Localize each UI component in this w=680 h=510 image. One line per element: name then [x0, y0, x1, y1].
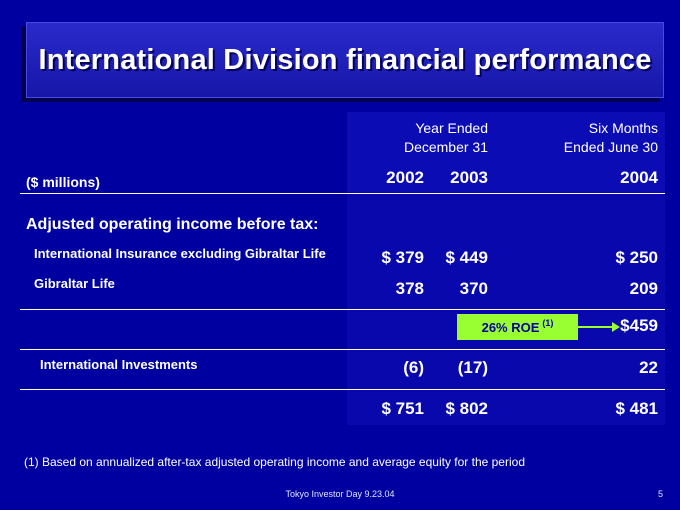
page-title: International Division financial perform…	[38, 43, 652, 76]
section-label: Adjusted operating income before tax:	[26, 216, 319, 233]
intl-investments-2004: 22	[639, 358, 658, 377]
intl-insurance-2004: $ 250	[615, 248, 658, 267]
year-2004: 2004	[620, 168, 658, 187]
gibraltar-2002: 378	[395, 279, 424, 298]
footnote: (1) Based on annualized after-tax adjust…	[24, 455, 525, 469]
roe-text: 26% ROE	[481, 319, 540, 335]
intl-insurance-2003: $ 449	[445, 248, 488, 267]
gibraltar-2003: 370	[459, 279, 488, 298]
year-2002: 2002	[386, 168, 424, 187]
roe-arrow	[578, 326, 616, 328]
year-ended-header-2: December 31	[403, 139, 488, 155]
total-2003: $ 802	[445, 399, 488, 418]
intl-insurance-label: International Insurance excluding Gibral…	[34, 246, 326, 261]
total-2004: $ 481	[615, 399, 658, 418]
intl-insurance-2002: $ 379	[381, 248, 424, 267]
intl-investments-label: International Investments	[40, 357, 198, 372]
footer-center: Tokyo Investor Day 9.23.04	[285, 489, 395, 499]
year-2003: 2003	[450, 168, 488, 187]
intl-investments-2002: (6)	[403, 358, 424, 377]
roe-arrowhead	[612, 322, 620, 332]
gibraltar-2004: 209	[629, 279, 658, 298]
investments-divider	[20, 349, 665, 350]
six-months-header-2: Ended June 30	[563, 139, 658, 155]
year-ended-header-1: Year Ended	[415, 120, 488, 136]
header-divider	[20, 193, 665, 194]
roe-footnote-ref: (1)	[542, 318, 554, 328]
page-number: 5	[657, 489, 663, 499]
subtotal-divider	[20, 309, 665, 310]
gibraltar-label: Gibraltar Life	[34, 276, 115, 291]
total-divider	[20, 389, 665, 390]
total-2002: $ 751	[381, 399, 424, 418]
roe-callout: 26% ROE (1)	[457, 314, 578, 340]
units-label: ($ millions)	[26, 174, 100, 190]
title-banner: International Division financial perform…	[26, 22, 664, 98]
subtotal-2004: $459	[620, 316, 658, 335]
intl-investments-2003: (17)	[457, 358, 488, 377]
data-columns-background	[347, 112, 665, 425]
six-months-header-1: Six Months	[588, 120, 658, 136]
